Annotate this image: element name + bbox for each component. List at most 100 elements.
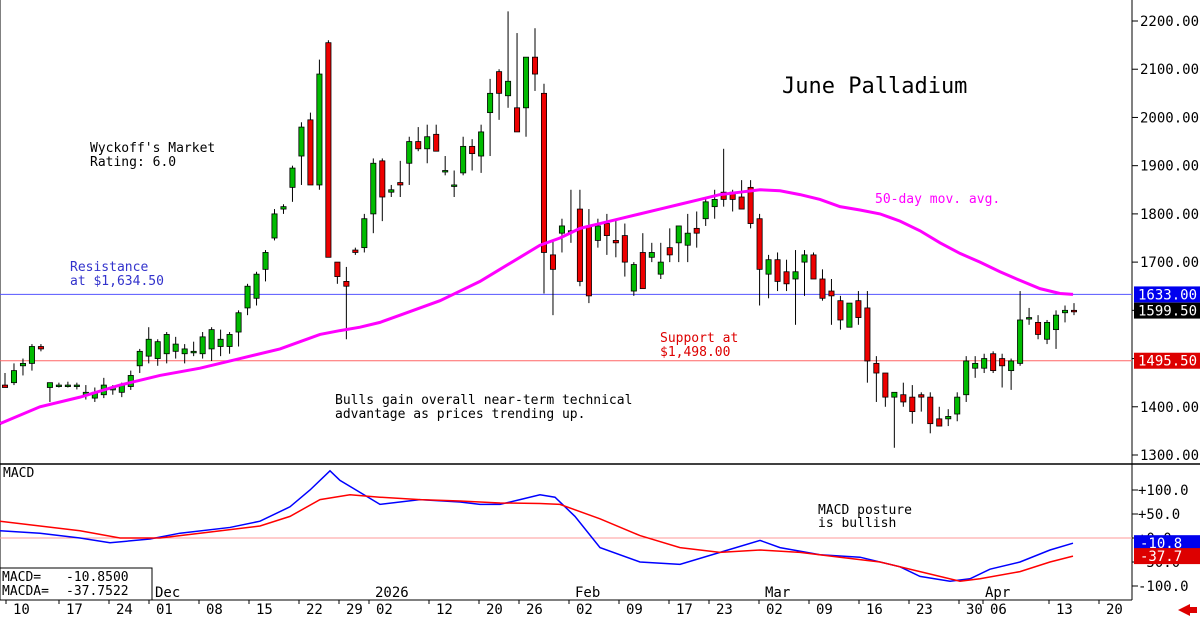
candle [819,269,826,301]
candle-body [891,391,898,398]
candle-body [990,353,997,372]
candle-body [397,182,404,186]
candle [136,348,143,374]
candle-body [783,271,790,285]
candle-body [765,259,772,275]
candle [828,278,835,325]
candle [1062,305,1069,323]
candle-body [945,416,952,420]
candle-body [514,107,521,133]
macd-comment-1: MACD posture [818,503,912,518]
candle-body [684,232,691,246]
candle-body [487,92,494,114]
macd-signal-line [0,494,1074,582]
candle [415,127,422,152]
candle [505,11,512,108]
candle-body [532,56,539,75]
candle-body [1008,360,1015,372]
candle-body [199,336,206,355]
candle [334,261,341,284]
candle-body [621,235,628,263]
candle-body [630,264,637,292]
macd-comment-2: is bullish [818,516,896,531]
x-month-label: 2026 [375,585,409,601]
candle [1026,307,1033,325]
candle-body [576,208,583,282]
rating-line-2: Rating: 6.0 [90,155,176,170]
candle-body [873,362,880,374]
price-tick-label: 2100.00 [1140,62,1199,78]
x-tick-label: 15 [256,602,273,618]
candle [181,344,188,364]
candle [289,165,296,202]
candle [576,189,583,287]
macd-badge [1134,535,1200,552]
candle-body [549,254,556,270]
candle-body [433,133,440,152]
candle [433,124,440,152]
candle-body [307,119,314,186]
candle [684,213,691,263]
macd-tick-label: +50.0 [1138,507,1180,523]
x-tick-label: 01 [156,602,173,618]
candle-body [64,384,71,387]
candle [163,332,170,364]
candle-body [801,254,808,263]
candle-body [1026,317,1033,320]
candle-body [882,372,889,398]
candle [388,184,395,198]
price-badge-label: 1633.00 [1138,287,1197,303]
candle-body [774,259,781,282]
candle-body [415,141,422,150]
candle-body [585,225,592,297]
candle-body [10,370,17,384]
macd-badge [1134,548,1200,565]
candle [10,363,17,386]
candle-body [28,346,35,364]
candle [397,160,404,198]
scroll-left-arrow-icon[interactable] [1178,604,1197,616]
candle-body [999,358,1006,367]
candle-body [73,384,80,387]
candle-body [523,56,530,109]
macd-tick-label: +100.0 [1138,483,1189,499]
price-tick-label: 1300.00 [1140,448,1199,464]
candle-body [145,338,152,357]
candle-body [316,73,323,186]
candle [145,327,152,364]
support-label-2: $1,498.00 [660,345,730,360]
candle-body [244,285,251,309]
candle [469,139,476,171]
candle [666,228,673,263]
candle [46,382,53,402]
candle [1017,291,1024,366]
price-tick-label: 1800.00 [1140,207,1199,223]
candle-body [792,271,799,280]
candle-body [846,302,853,328]
candle [990,351,997,374]
macda-readout-value: -37.7522 [66,584,129,599]
candle-body [711,199,718,208]
price-badge [1134,302,1200,319]
macd-badge-label: -37.7 [1140,549,1182,565]
candle [208,327,215,361]
candle-body [469,145,476,155]
x-tick-label: 02 [576,602,593,618]
candle [73,382,80,390]
candle [792,250,799,325]
candle-body [208,329,215,350]
candle [424,124,431,164]
candle-body [163,334,170,355]
candle [316,59,323,190]
price-panel: 1300.001400.001500.001600.001700.001800.… [0,11,1200,464]
comment-line-2: advantage as prices trending up. [335,407,585,422]
candle [945,409,952,427]
candle [774,252,781,292]
candle [442,156,449,176]
candle [262,250,269,282]
candle [19,358,26,376]
candle [37,344,44,352]
candle-body [738,196,745,210]
price-tick-label: 2200.00 [1140,14,1199,30]
resistance-label-2: at $1,634.50 [70,274,164,289]
